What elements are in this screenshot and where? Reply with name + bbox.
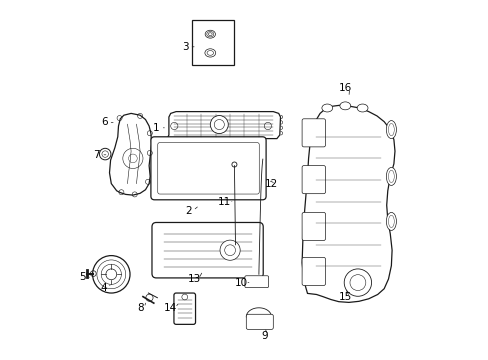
Text: 12: 12 (264, 179, 278, 189)
Text: 4: 4 (101, 283, 107, 293)
Polygon shape (167, 112, 280, 139)
FancyBboxPatch shape (174, 293, 195, 324)
Text: 8: 8 (137, 303, 143, 313)
FancyBboxPatch shape (152, 222, 263, 278)
Ellipse shape (321, 104, 332, 112)
FancyBboxPatch shape (246, 314, 273, 329)
FancyBboxPatch shape (302, 119, 325, 147)
Ellipse shape (386, 121, 396, 139)
FancyBboxPatch shape (302, 212, 325, 240)
Ellipse shape (386, 167, 396, 185)
Text: 9: 9 (261, 330, 267, 341)
Polygon shape (109, 113, 151, 195)
Circle shape (92, 256, 130, 293)
Circle shape (220, 240, 240, 260)
Circle shape (344, 269, 371, 296)
Ellipse shape (356, 104, 367, 112)
Ellipse shape (386, 212, 396, 230)
FancyBboxPatch shape (302, 257, 325, 285)
FancyBboxPatch shape (244, 276, 268, 288)
Text: 16: 16 (338, 83, 351, 93)
Text: 10: 10 (234, 278, 247, 288)
FancyBboxPatch shape (151, 137, 265, 200)
Text: 15: 15 (338, 292, 351, 302)
Text: 13: 13 (187, 274, 200, 284)
FancyBboxPatch shape (302, 166, 325, 194)
Ellipse shape (99, 148, 111, 160)
Text: 6: 6 (101, 117, 107, 127)
Text: 3: 3 (182, 42, 188, 52)
Circle shape (210, 116, 228, 134)
Text: 11: 11 (218, 197, 231, 207)
Bar (192, 20, 233, 65)
Text: 1: 1 (153, 123, 159, 133)
Text: 7: 7 (93, 150, 100, 160)
Polygon shape (302, 105, 394, 302)
Text: 2: 2 (185, 206, 192, 216)
Text: 5: 5 (79, 272, 85, 282)
FancyBboxPatch shape (158, 143, 259, 194)
Text: 14: 14 (164, 303, 177, 313)
Ellipse shape (339, 102, 350, 110)
